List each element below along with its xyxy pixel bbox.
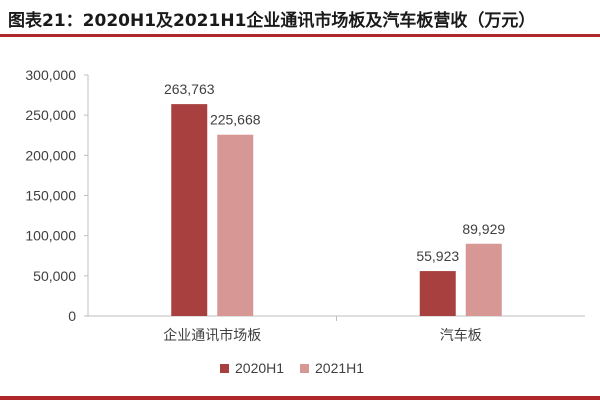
legend-label: 2021H1 [315, 360, 364, 376]
bar-value-label: 89,929 [462, 221, 505, 237]
legend-swatch-2020H1 [220, 364, 229, 373]
bar-2021H1-0 [217, 134, 254, 316]
bottom-divider [0, 396, 600, 400]
bar-chart: 0 50,000 100,000 150,000 200,000 250,000 300,0… [25, 67, 585, 376]
y-tick-label: 0 [68, 308, 76, 324]
y-tick-label: 50,000 [33, 268, 76, 284]
y-tick-label: 250,000 [25, 107, 76, 123]
legend-swatch-2021H1 [300, 364, 309, 373]
x-category-label: 汽车板 [440, 327, 482, 343]
bar-value-label: 55,923 [416, 248, 459, 264]
chart-title: 图表21：2020H1及2021H1企业通讯市场板及汽车板营收（万元） [8, 11, 536, 31]
bar-value-label: 263,763 [164, 81, 215, 97]
y-tick-label: 300,000 [25, 67, 76, 83]
y-tick-label: 100,000 [25, 228, 76, 244]
y-tick-label: 200,000 [25, 147, 76, 163]
bar-2020H1-0 [171, 104, 208, 317]
bar-2021H1-1 [465, 243, 502, 316]
y-tick-label: 150,000 [25, 188, 76, 204]
bar-2020H1-1 [419, 271, 456, 316]
title-divider [0, 34, 600, 37]
legend-label: 2020H1 [235, 360, 284, 376]
bar-value-label: 225,668 [210, 112, 261, 128]
x-category-label: 企业通讯市场板 [163, 327, 261, 343]
